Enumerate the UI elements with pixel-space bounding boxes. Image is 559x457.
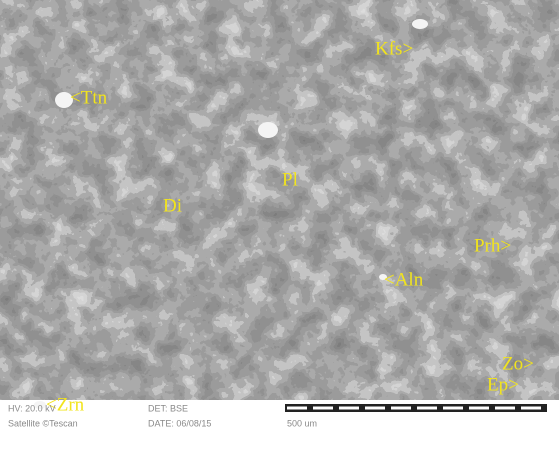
mineral-label: Prh> [474, 235, 511, 256]
mineral-label: Di [163, 195, 182, 216]
sem-texture [0, 0, 559, 400]
micrograph-page: <Ttn Kfs> Pl Di Prh> <Aln Zo> Ep> <Zrn H… [0, 0, 559, 457]
footer-brand: Satellite ©Tescan [8, 418, 78, 428]
mineral-label: Ep> [487, 374, 519, 395]
mineral-label: Pl [282, 169, 298, 190]
mineral-label: Zo> [502, 353, 534, 374]
footer-det: DET: BSE [148, 403, 188, 413]
footer-scale: 500 um [287, 418, 317, 428]
footer: HV: 20.0 kV DET: BSE Satellite ©Tescan D… [8, 403, 547, 428]
footer-hv: HV: 20.0 kV [8, 403, 56, 413]
mineral-label: <Aln [384, 269, 424, 290]
mineral-label: Kfs> [375, 38, 413, 59]
grain [258, 122, 278, 138]
grain [412, 19, 428, 29]
mineral-label: <Ttn [70, 87, 108, 108]
footer-date: DATE: 06/08/15 [148, 418, 211, 428]
